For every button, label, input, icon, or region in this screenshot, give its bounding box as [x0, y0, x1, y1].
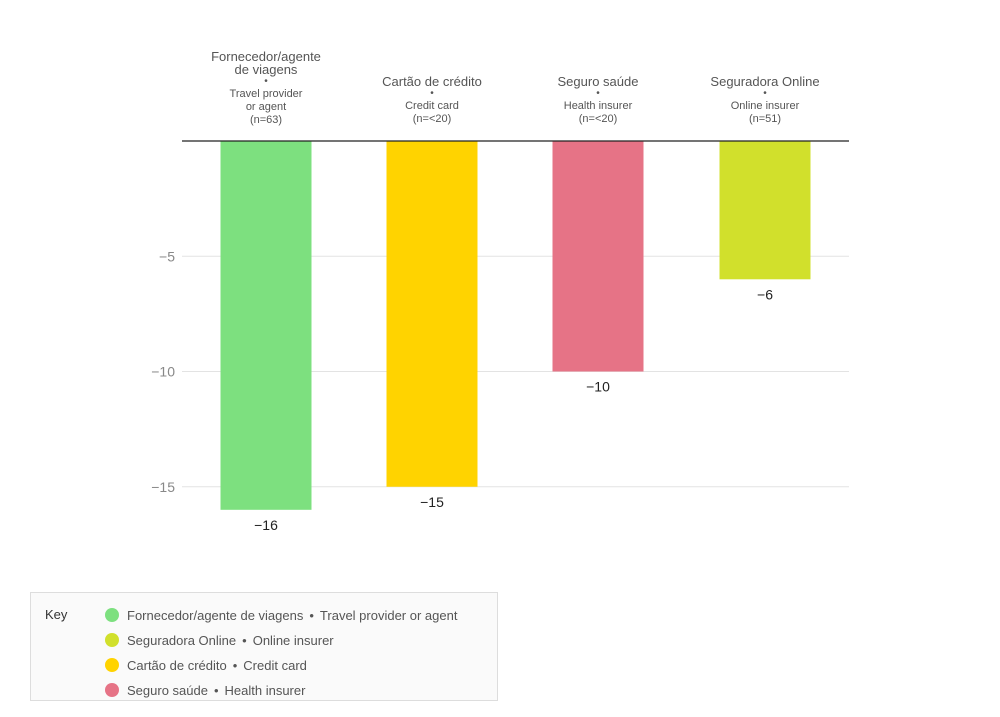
legend-separator: • — [232, 657, 238, 673]
legend-item-credit-card: Cartão de crédito • Credit card — [105, 656, 307, 674]
bar-value-label: −15 — [420, 494, 444, 510]
bar-value-label: −10 — [586, 379, 610, 395]
legend-label-pt: Fornecedor/agente de viagens — [127, 607, 304, 623]
legend-separator: • — [213, 682, 219, 698]
category-label-separator: • — [264, 76, 268, 87]
y-tick-label: −15 — [151, 479, 175, 495]
category-label-pt: Seguro saúde — [557, 74, 639, 89]
legend-swatch-lime — [105, 633, 119, 647]
legend-swatch-green — [105, 608, 119, 622]
category-label-en: Travel provider — [229, 88, 303, 100]
category-label-en: or agent — [245, 101, 287, 113]
legend-label-en: Credit card — [243, 657, 307, 673]
legend-label-en: Health insurer — [224, 682, 306, 698]
category-label: Cartão de crédito • Credit card (n=<20) — [357, 75, 507, 125]
category-label-en: (n=63) — [249, 114, 283, 126]
legend-separator: • — [242, 632, 247, 648]
y-tick-label: −10 — [151, 364, 175, 380]
bar-value-label: −6 — [757, 286, 773, 302]
bar — [719, 141, 811, 280]
y-tick-label: −5 — [159, 248, 175, 264]
bar — [386, 141, 478, 487]
category-label-separator: • — [763, 88, 767, 99]
legend-item-health-insurer: Seguro saúde • Health insurer — [105, 681, 305, 699]
legend-label-pt: Seguradora Online — [127, 632, 237, 648]
category-label-pt: Fornecedor/agente — [211, 49, 321, 64]
category-label-en: (n=<20) — [412, 113, 452, 125]
category-label-separator: • — [430, 88, 434, 99]
legend-swatch-yellow — [105, 658, 119, 672]
legend-swatch-pink — [105, 683, 119, 697]
bar-value-label: −16 — [254, 517, 278, 533]
legend-label-en: Travel provider or agent — [319, 607, 458, 623]
bar — [220, 141, 312, 510]
legend-label-pt: Seguro saúde — [127, 682, 208, 698]
legend-label-pt: Cartão de crédito — [127, 657, 227, 673]
legend-item-travel-provider: Fornecedor/agente de viagens • Travel pr… — [105, 606, 457, 624]
category-label-en: Online insurer — [730, 100, 800, 112]
category-label: Seguro saúde • Health insurer (n=<20) — [523, 75, 673, 125]
legend-separator: • — [309, 607, 314, 623]
category-label-en: (n=<20) — [578, 113, 618, 125]
bar — [552, 141, 644, 372]
category-label-en: Credit card — [405, 100, 459, 112]
category-label-separator: • — [596, 88, 600, 99]
category-label-pt: Seguradora Online — [710, 74, 820, 89]
category-label-en: Health insurer — [563, 100, 633, 112]
legend-title: Key — [45, 607, 68, 622]
category-label-en: (n=51) — [748, 113, 782, 125]
category-label: Seguradora Online • Online insurer (n=51) — [690, 75, 840, 125]
legend-item-online-insurer: Seguradora Online • Online insurer — [105, 631, 334, 649]
legend-label-en: Online insurer — [252, 632, 334, 648]
category-label: Fornecedor/agente de viagens • Travel provi… — [191, 50, 341, 126]
category-label-pt: de viagens — [234, 62, 298, 77]
category-label-pt: Cartão de crédito — [382, 74, 482, 89]
legend: Key Fornecedor/agente de viagens • Trave… — [30, 592, 498, 701]
